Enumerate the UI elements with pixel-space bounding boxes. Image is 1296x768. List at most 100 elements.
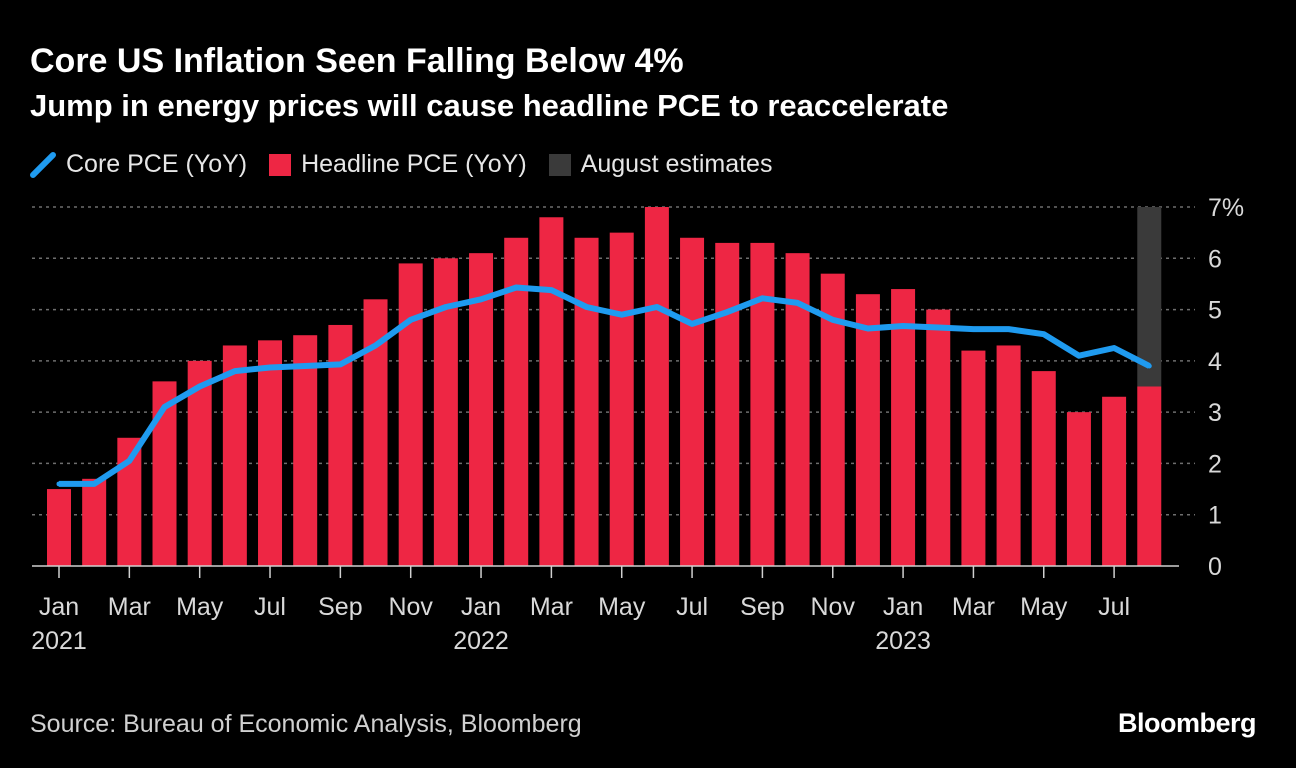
core-pce-point: [724, 309, 730, 315]
x-tick-label: Sep: [318, 593, 362, 621]
line-layer: [56, 284, 1152, 487]
core-pce-point: [1041, 331, 1047, 337]
core-pce-point: [408, 317, 414, 323]
brand-logo: Bloomberg: [1117, 708, 1257, 738]
estimates-swatch-icon: [548, 153, 571, 176]
core-pce-point: [1076, 353, 1082, 359]
headline-bar: [1066, 412, 1091, 566]
headline-bar: [574, 237, 599, 566]
core-pce-point: [795, 300, 801, 306]
core-pce-point: [900, 323, 906, 329]
headline-bar: [750, 242, 775, 566]
core-pce-point: [56, 481, 62, 487]
core-pce-point: [689, 321, 695, 327]
core-pce-point: [830, 317, 836, 323]
y-tick-label: 2: [1208, 450, 1222, 478]
y-tick-label: 6: [1208, 245, 1222, 273]
headline-bar: [644, 207, 669, 566]
core-pce-point: [654, 304, 660, 310]
legend-item-estimates: August estimates: [548, 150, 773, 179]
core-pce-point: [91, 481, 97, 487]
core-pce-point: [267, 365, 273, 371]
headline-bar: [293, 335, 318, 566]
x-tick-label: May: [1020, 593, 1068, 621]
headline-bar: [1102, 396, 1127, 566]
core-pce-point: [970, 326, 976, 332]
estimate-band: [1137, 207, 1162, 387]
headline-bar: [961, 350, 986, 566]
legend: Core PCE (YoY) Headline PCE (YoY) August…: [30, 150, 794, 179]
estimate-layer: [1137, 207, 1162, 387]
core-pce-point: [513, 285, 519, 291]
core-pce-point: [197, 384, 203, 389]
headline-bar: [258, 340, 283, 566]
y-tick-label: 5: [1208, 297, 1222, 325]
x-tick-label: Jul: [676, 593, 708, 621]
headline-bar: [680, 237, 705, 566]
core-pce-point: [1111, 345, 1117, 351]
x-year-label: 2022: [453, 627, 509, 655]
legend-label-core: Core PCE (YoY): [66, 150, 248, 178]
x-tick-label: May: [598, 593, 646, 621]
headline-bar: [82, 478, 107, 566]
core-pce-point: [162, 404, 168, 410]
chart-subtitle: Jump in energy prices will cause headlin…: [30, 88, 949, 123]
x-tick-label: Nov: [388, 593, 433, 621]
core-pce-point: [373, 342, 379, 348]
headline-swatch-icon: [269, 153, 292, 176]
headline-bar: [891, 289, 916, 566]
core-pce-point: [337, 361, 343, 367]
core-pce-point: [478, 296, 484, 302]
headline-bar: [47, 489, 71, 566]
headline-bar: [926, 309, 951, 566]
chart-title: Core US Inflation Seen Falling Below 4%: [30, 42, 684, 80]
y-tick-label: 3: [1208, 399, 1222, 427]
x-tick-label: Sep: [740, 593, 784, 621]
x-tick-label: Jan: [461, 593, 501, 621]
x-tick-label: Nov: [811, 593, 856, 621]
legend-label-headline: Headline PCE (YoY): [301, 150, 527, 178]
chart-plot: 0 1 2 3 4 5 6 7% Jan 2021 Mar May Jul Sep Nov Jan 2022 Ma…: [31, 194, 1244, 655]
y-tick-label: 0: [1208, 553, 1222, 581]
core-pce-point: [232, 368, 238, 374]
headline-bar: [715, 242, 740, 566]
core-pce-point: [1006, 326, 1012, 332]
core-pce-point: [443, 304, 449, 310]
x-tick-label: Jan: [39, 593, 79, 621]
legend-item-core: Core PCE (YoY): [30, 150, 247, 179]
legend-item-headline: Headline PCE (YoY): [269, 150, 527, 179]
core-pce-point: [302, 363, 308, 369]
core-pce-point: [759, 295, 765, 301]
headline-bar: [504, 237, 529, 566]
headline-bar: [1031, 371, 1056, 566]
y-tick-label: 4: [1208, 348, 1222, 376]
source-note: Source: Bureau of Economic Analysis, Blo…: [30, 710, 582, 738]
x-tick-label: Mar: [530, 593, 573, 621]
headline-bar: [996, 345, 1021, 566]
bar-layer: [47, 207, 1162, 566]
core-pce-line: [59, 284, 1151, 487]
x-year-label: 2021: [31, 627, 87, 655]
core-pce-point: [619, 312, 625, 318]
x-year-label: 2023: [875, 627, 931, 655]
x-tick-label: May: [176, 593, 224, 621]
headline-bar: [222, 345, 247, 566]
headline-bar: [469, 253, 494, 566]
core-pce-point: [1146, 363, 1152, 369]
legend-label-estimates: August estimates: [580, 150, 773, 178]
core-pce-point: [935, 325, 941, 331]
core-pce-point: [126, 458, 132, 464]
x-tick-label: Jul: [254, 593, 286, 621]
headline-bar: [187, 360, 212, 566]
headline-bar: [855, 294, 880, 566]
x-tick-label: Mar: [108, 593, 151, 621]
x-tick-label: Jul: [1098, 593, 1130, 621]
core-pce-point: [865, 326, 871, 332]
x-tick-label: Jan: [883, 593, 923, 621]
core-pce-point: [548, 287, 554, 293]
y-tick-label: 1: [1208, 502, 1222, 530]
axis-layer: 0 1 2 3 4 5 6 7% Jan 2021 Mar May Jul Sep Nov Jan 2022 Ma…: [31, 194, 1244, 655]
headline-bar: [1137, 386, 1162, 566]
headline-bar: [539, 217, 564, 566]
x-tick-label: Mar: [952, 593, 995, 621]
